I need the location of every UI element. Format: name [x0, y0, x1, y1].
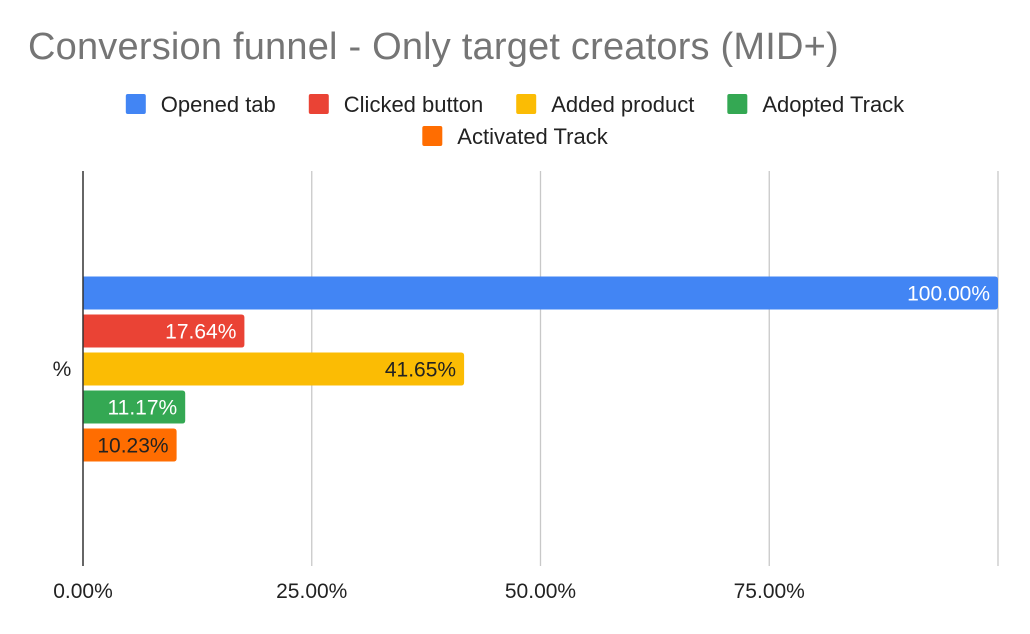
legend-label: Adopted Track	[762, 92, 905, 117]
legend-swatch	[308, 94, 329, 114]
bar-series-group: 100.00% 17.64% 41.65% 11.17% 10.23%	[83, 276, 998, 462]
x-tick-label: 0.00%	[53, 580, 113, 603]
axes: 0.00% 25.00% 50.00% 75.00%%	[53, 171, 805, 603]
x-tick-label: 75.00%	[734, 580, 805, 603]
bar-adopted-track	[83, 390, 186, 424]
legend-item-opened-tab: Opened tab	[125, 92, 276, 117]
grid-lines	[311, 171, 999, 566]
data-label-added-product: 41.65%	[385, 359, 456, 382]
legend: Opened tab Clicked button Added product Ado…	[125, 92, 905, 149]
bar-opened-tab	[83, 276, 998, 310]
legend-label: Added product	[551, 92, 694, 117]
legend-item-clicked-button: Clicked button	[308, 92, 483, 117]
data-label-activated-track: 10.23%	[97, 435, 168, 458]
data-label-clicked-button: 17.64%	[165, 321, 236, 344]
legend-item-added-product: Added product	[516, 92, 694, 117]
bar-clicked-button	[83, 314, 245, 348]
x-tick-label: 50.00%	[505, 580, 576, 603]
legend-item-adopted-track: Adopted Track	[727, 92, 905, 117]
data-label-opened-tab: 100.00%	[907, 283, 990, 306]
legend-swatch	[422, 126, 443, 146]
legend-swatch	[125, 94, 146, 114]
legend-item-activated-track: Activated Track	[422, 124, 609, 149]
bar-activated-track	[83, 428, 177, 462]
data-label-adopted-track: 11.17%	[108, 397, 178, 420]
legend-swatch	[516, 94, 537, 114]
legend-label: Clicked button	[344, 92, 483, 117]
category-label: %	[53, 358, 72, 381]
chart-title: Conversion funnel - Only target creators…	[28, 26, 839, 68]
legend-swatch	[727, 94, 748, 114]
bar-added-product	[83, 352, 465, 386]
x-tick-label: 25.00%	[276, 580, 347, 603]
legend-label: Opened tab	[161, 92, 276, 117]
legend-label: Activated Track	[457, 124, 608, 149]
